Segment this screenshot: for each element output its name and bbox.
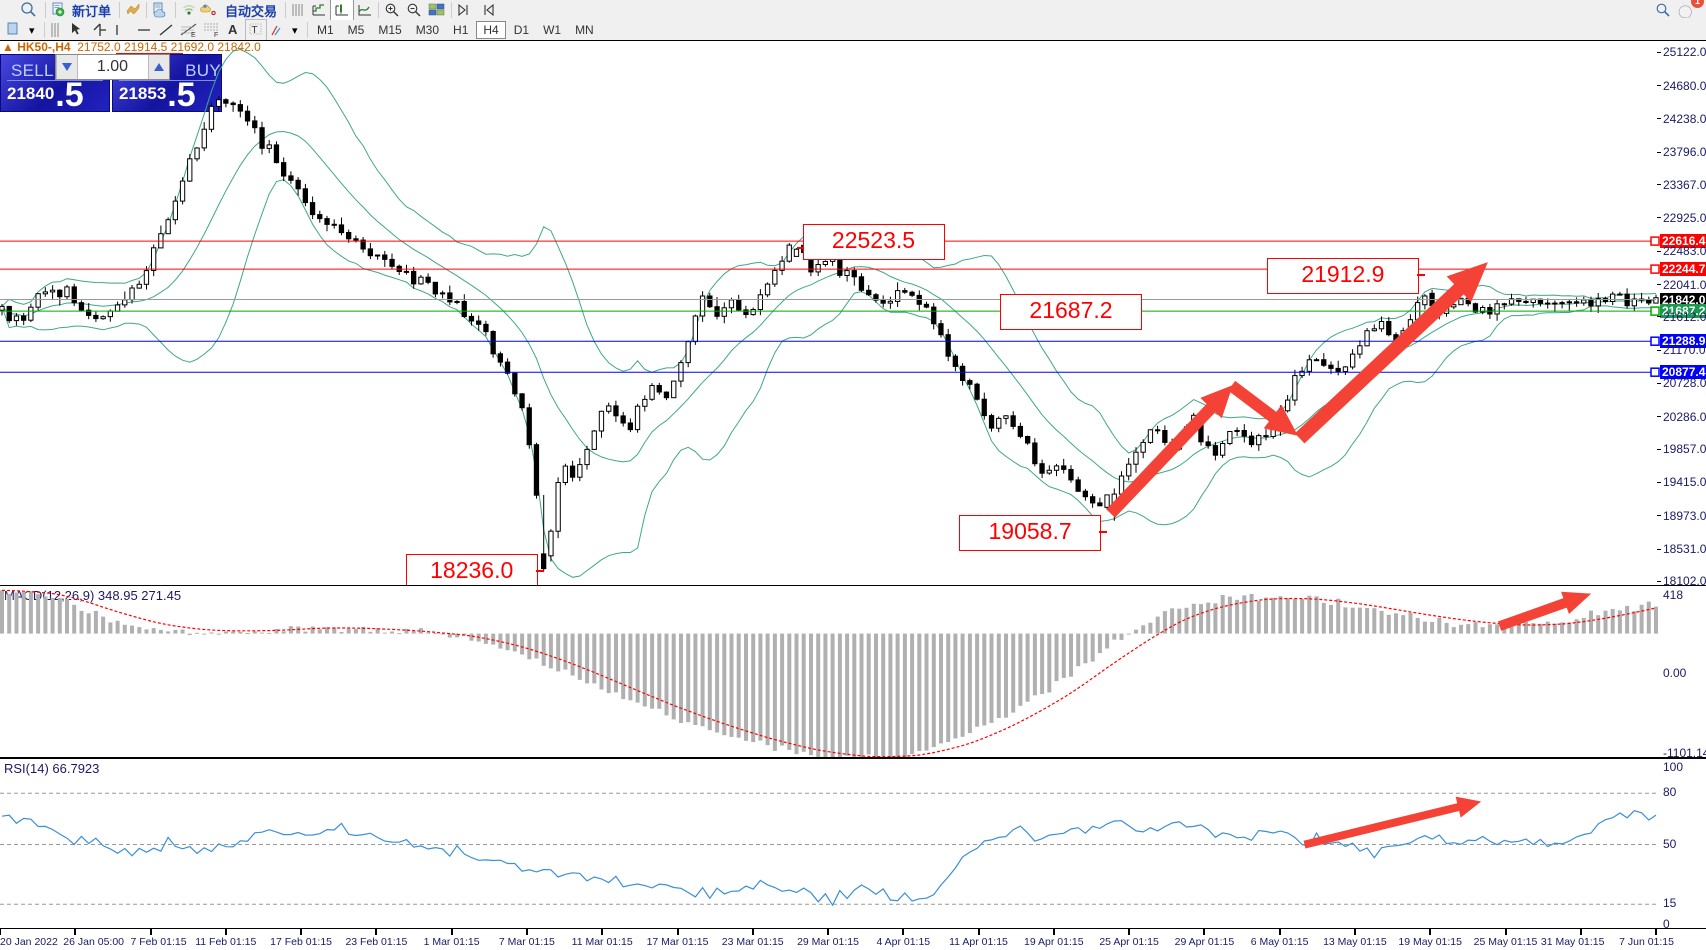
svg-text:▾: ▾ (29, 25, 35, 37)
svg-text:▾: ▾ (292, 25, 298, 37)
svg-text:A: A (228, 22, 238, 37)
svg-text:F: F (214, 32, 218, 38)
svg-text:E: E (191, 32, 196, 38)
svg-text:T: T (252, 25, 258, 36)
